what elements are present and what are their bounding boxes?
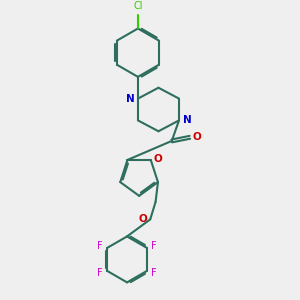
Text: F: F [151,268,157,278]
Text: O: O [154,154,162,164]
Text: N: N [125,94,134,103]
Text: N: N [183,116,191,125]
Text: Cl: Cl [133,1,143,11]
Text: F: F [97,268,103,278]
Text: O: O [138,214,147,224]
Text: O: O [193,132,202,142]
Text: F: F [151,241,157,251]
Text: F: F [97,241,103,251]
